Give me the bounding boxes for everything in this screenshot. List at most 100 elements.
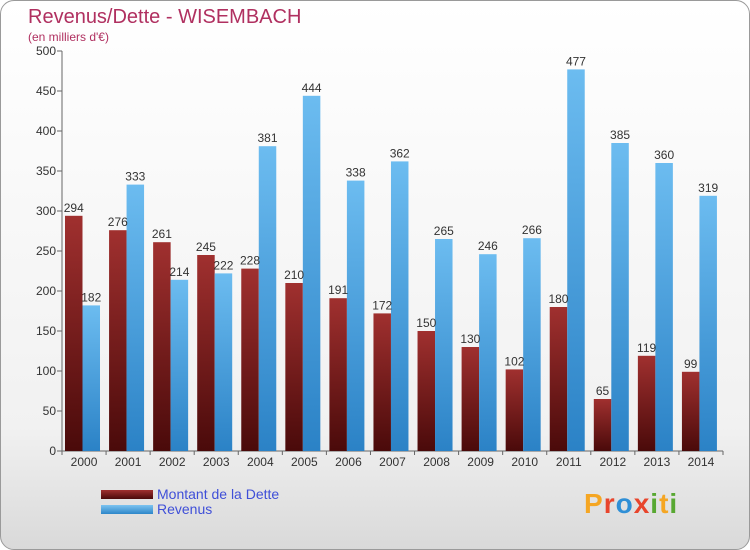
logo-letter: P [584,488,604,519]
bar-dette [109,230,127,451]
data-label: 228 [240,254,260,268]
chart-subtitle: (en milliers d'€) [28,30,109,44]
x-tick-label: 2001 [115,455,142,469]
data-label: 360 [654,148,674,162]
chart-title: Revenus/Dette - WISEMBACH [28,6,302,28]
logo-letter: r [603,488,616,519]
data-label: 333 [125,170,145,184]
logo-letter: t [659,488,670,519]
x-tick-label: 2003 [203,455,230,469]
bar-dette [593,399,612,451]
data-label: 102 [504,354,524,368]
data-label: 477 [566,54,586,68]
bar-revenus [435,239,453,451]
bar-revenus [479,254,497,451]
bar-revenus [170,279,189,451]
bar-dette [681,371,700,451]
bar-dette [65,215,83,451]
y-tick-label: 50 [43,404,57,418]
bar-revenus [126,184,145,451]
x-tick-label: 2000 [71,455,98,469]
legend-swatch-revenus [101,505,153,514]
y-tick-label: 400 [36,124,56,138]
bar-revenus [214,273,233,451]
data-labels: 294 276 261 245 228 210 191 172 150 130 102 180 65 11… [64,54,719,398]
x-tick-label: 2002 [159,455,186,469]
data-label: 276 [108,215,128,229]
data-label: 214 [169,265,189,279]
y-tick-label: 500 [36,44,56,58]
data-label: 180 [548,292,568,306]
legend-swatch-dette [101,490,153,499]
logo-letter: i [669,488,679,519]
y-tick-label: 100 [36,364,56,378]
data-label: 246 [478,239,498,253]
data-label: 210 [284,268,304,282]
data-label: 319 [698,181,718,195]
data-label: 65 [596,384,610,398]
logo-letter: x [633,488,651,519]
bar-dette [461,347,480,451]
logo-letter: i [650,488,660,519]
bar-dette [197,255,215,451]
data-label: 444 [302,81,322,95]
data-label: 265 [434,224,454,238]
bars [65,69,717,452]
data-label: 119 [637,341,656,355]
data-label: 266 [522,223,542,237]
x-tick-label: 2011 [556,455,582,469]
data-label: 222 [213,258,233,272]
y-tick-label: 450 [36,84,56,98]
x-tick-label: 2009 [467,455,494,469]
x-tick-label: 2010 [511,455,538,469]
x-tick-label: 2007 [379,455,406,469]
bar-revenus [390,161,409,451]
data-label: 385 [610,128,630,142]
data-label: 338 [346,166,366,180]
bar-revenus [82,305,100,451]
data-label: 99 [684,357,698,371]
x-axis: 2000 2001 2002 2003 2004 2005 2006 2007 2008 2009… [61,450,724,469]
x-tick-label: 2008 [423,455,450,469]
legend-label-dette: Montant de la Dette [157,486,280,502]
data-label: 245 [196,240,216,254]
x-tick-label: 2004 [247,455,274,469]
data-label: 150 [416,316,436,330]
bar-dette [153,242,171,451]
bar-revenus [258,146,277,451]
bar-revenus [699,195,717,451]
data-label: 182 [81,290,101,304]
data-label: 381 [258,131,278,145]
bar-revenus [523,238,541,451]
data-label: 191 [328,283,348,297]
proxiti-logo: Proxiti [584,488,678,520]
bar-dette [241,268,259,451]
y-tick-label: 250 [36,244,56,258]
bar-revenus [567,69,585,452]
x-tick-label: 2013 [644,455,671,469]
data-label: 362 [390,146,410,160]
bar-dette [417,331,436,451]
bar-revenus [655,163,673,451]
y-tick-label: 0 [49,444,56,458]
data-label: 294 [64,201,84,215]
bar-dette [373,313,391,451]
x-tick-label: 2012 [599,455,626,469]
y-tick-label: 350 [36,164,56,178]
bar-dette [285,283,303,451]
y-tick-label: 150 [36,324,56,338]
y-axis: 0 50 100 150 200 250 300 350 400 450 500 [36,44,63,458]
x-tick-label: 2006 [335,455,362,469]
legend-label-revenus: Revenus [157,501,213,517]
x-tick-label: 2005 [291,455,318,469]
bar-dette [637,355,656,451]
bar-dette [329,298,347,451]
y-tick-label: 300 [36,204,56,218]
bar-revenus [346,180,365,451]
data-label: 172 [372,298,392,312]
x-tick-label: 2014 [688,455,715,469]
bar-revenus [611,143,629,451]
data-label: 261 [152,227,172,241]
